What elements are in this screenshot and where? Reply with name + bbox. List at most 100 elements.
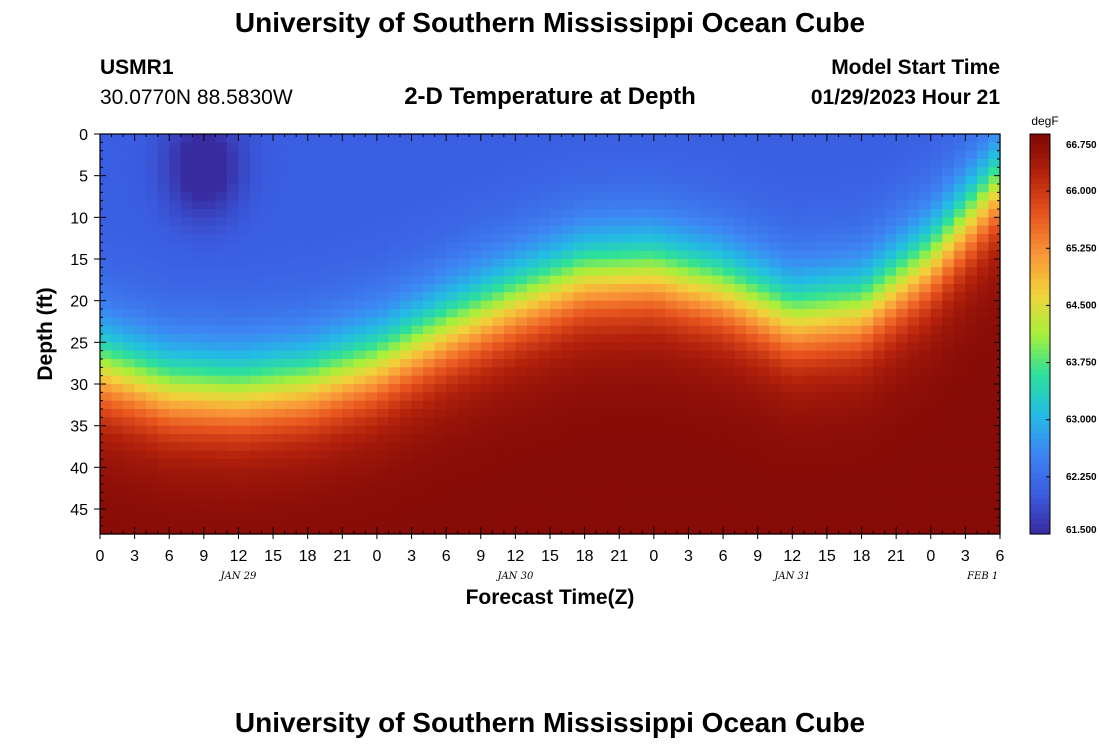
heatmap-cell	[896, 400, 909, 410]
heatmap-cell	[757, 367, 770, 377]
heatmap-cell	[723, 250, 736, 260]
heatmap-cell	[180, 167, 193, 177]
heatmap-cell	[838, 450, 851, 460]
colorbar-segment	[1030, 499, 1050, 505]
heatmap-cell	[515, 400, 528, 410]
heatmap-cell	[434, 459, 447, 468]
heatmap-cell	[607, 209, 620, 218]
heatmap-cell	[273, 334, 286, 343]
heatmap-cell	[850, 267, 863, 277]
heatmap-cell	[815, 442, 828, 452]
heatmap-cell	[457, 292, 470, 302]
heatmap-cell	[423, 434, 436, 443]
heatmap-cell	[215, 342, 228, 352]
heatmap-cell	[965, 142, 978, 152]
heatmap-cell	[746, 409, 759, 418]
heatmap-cell	[642, 234, 655, 243]
heatmap-cell	[100, 392, 113, 402]
heatmap-cell	[780, 392, 793, 402]
heatmap-cell	[296, 467, 309, 477]
heatmap-cell	[330, 384, 343, 393]
heatmap-cell	[296, 234, 309, 243]
heatmap-cell	[192, 317, 205, 327]
heatmap-cell	[573, 275, 586, 285]
heatmap-cell	[561, 192, 574, 202]
heatmap-cell	[884, 409, 897, 418]
heatmap-cell	[607, 217, 620, 227]
heatmap-cell	[550, 284, 563, 293]
heatmap-cell	[769, 409, 782, 418]
heatmap-cell	[711, 150, 724, 160]
heatmap-cell	[250, 259, 263, 268]
heatmap-cell	[273, 509, 286, 518]
heatmap-cell	[538, 509, 551, 518]
heatmap-cell	[400, 209, 413, 218]
heatmap-cell	[192, 234, 205, 243]
heatmap-cell	[503, 292, 516, 302]
heatmap-cell	[215, 509, 228, 518]
heatmap-cell	[376, 359, 390, 368]
heatmap-cell	[123, 475, 136, 485]
heatmap-cell	[307, 275, 320, 285]
heatmap-cell	[780, 217, 793, 227]
heatmap-cell	[792, 342, 805, 352]
heatmap-cell	[723, 459, 736, 468]
heatmap-cell	[596, 492, 609, 502]
heatmap-cell	[296, 492, 309, 502]
y-tick-label: 45	[70, 502, 88, 519]
heatmap-cell	[884, 342, 897, 352]
heatmap-cell	[803, 175, 816, 185]
heatmap-cell	[930, 192, 943, 202]
station-id: USMR1	[100, 56, 174, 79]
heatmap-cell	[884, 517, 897, 527]
heatmap-cell	[746, 175, 759, 185]
heatmap-cell	[815, 525, 828, 535]
heatmap-cell	[296, 442, 309, 452]
heatmap-cell	[492, 275, 505, 285]
heatmap-cell	[134, 525, 147, 535]
heatmap-cell	[226, 342, 240, 352]
heatmap-cell	[723, 467, 736, 477]
colorbar-segment	[1030, 329, 1050, 335]
heatmap-cell	[411, 275, 424, 285]
heatmap-cell	[434, 517, 447, 527]
heatmap-cell	[642, 200, 655, 210]
heatmap-cell	[169, 350, 182, 360]
heatmap-cell	[515, 309, 528, 318]
heatmap-cell	[826, 284, 840, 293]
heatmap-cell	[780, 184, 793, 193]
heatmap-cell	[250, 459, 263, 468]
heatmap-cell	[215, 142, 228, 152]
heatmap-cell	[769, 292, 782, 302]
heatmap-cell	[203, 442, 216, 452]
heatmap-cell	[861, 467, 874, 477]
heatmap-cell	[503, 500, 516, 510]
heatmap-cell	[480, 359, 493, 368]
heatmap-cell	[976, 450, 990, 460]
heatmap-cell	[596, 275, 609, 285]
heatmap-cell	[607, 359, 620, 368]
heatmap-cell	[157, 209, 170, 218]
heatmap-cell	[780, 159, 793, 168]
heatmap-cell	[826, 142, 840, 152]
heatmap-cell	[111, 509, 124, 518]
heatmap-cell	[561, 500, 574, 510]
heatmap-cell	[803, 334, 816, 343]
heatmap-cell	[400, 184, 413, 193]
heatmap-cell	[469, 275, 482, 285]
heatmap-cell	[573, 442, 586, 452]
heatmap-cell	[169, 509, 182, 518]
heatmap-cell	[550, 367, 563, 377]
heatmap-cell	[423, 150, 436, 160]
heatmap-cell	[769, 209, 782, 218]
heatmap-cell	[780, 275, 793, 285]
heatmap-cell	[780, 400, 793, 410]
heatmap-cell	[169, 425, 182, 435]
heatmap-cell	[250, 500, 263, 510]
heatmap-cell	[676, 217, 690, 227]
heatmap-cell	[746, 184, 759, 193]
heatmap-cell	[550, 484, 563, 493]
heatmap-cell	[353, 267, 366, 277]
heatmap-cell	[307, 450, 320, 460]
heatmap-cell	[688, 284, 701, 293]
